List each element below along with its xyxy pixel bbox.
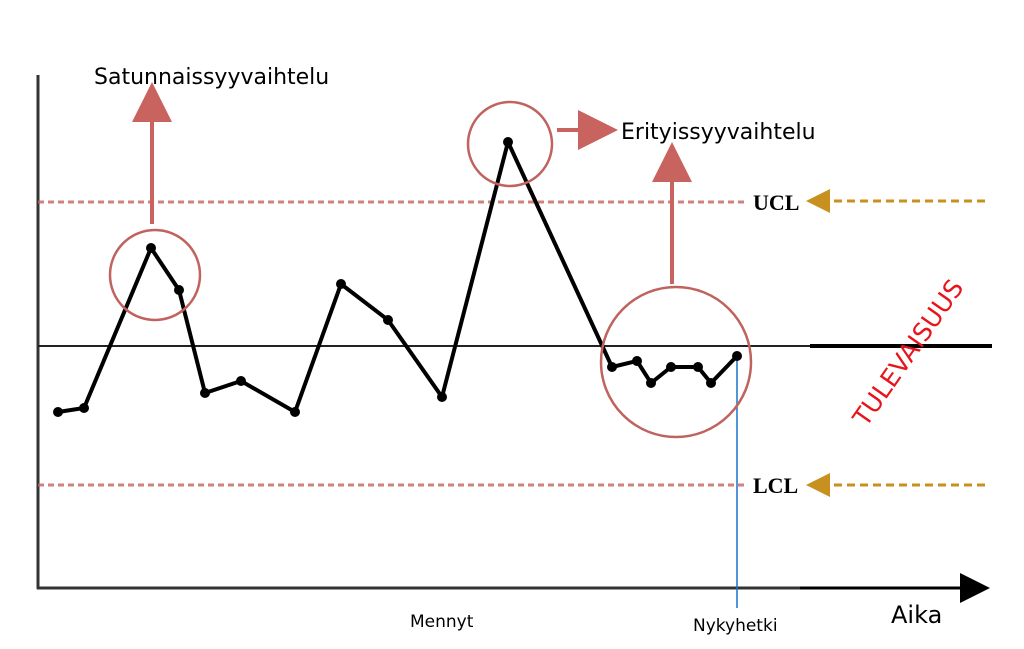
x-axis-label: Aika [891, 601, 942, 629]
callout-arrows [132, 82, 692, 284]
points [53, 137, 742, 417]
now-label: Nykyhetki [693, 616, 778, 636]
past-label: Mennyt [410, 612, 474, 632]
ucl-label: UCL [753, 190, 799, 215]
highlights [108, 100, 753, 439]
process-line [57, 140, 739, 414]
random-label: Satunnaissyyvaihtelu [94, 65, 329, 90]
lcl-label: LCL [753, 473, 798, 498]
special-label: Erityissyyvaihtelu [621, 120, 816, 145]
future-label: TULEVAISUUS [847, 274, 970, 432]
